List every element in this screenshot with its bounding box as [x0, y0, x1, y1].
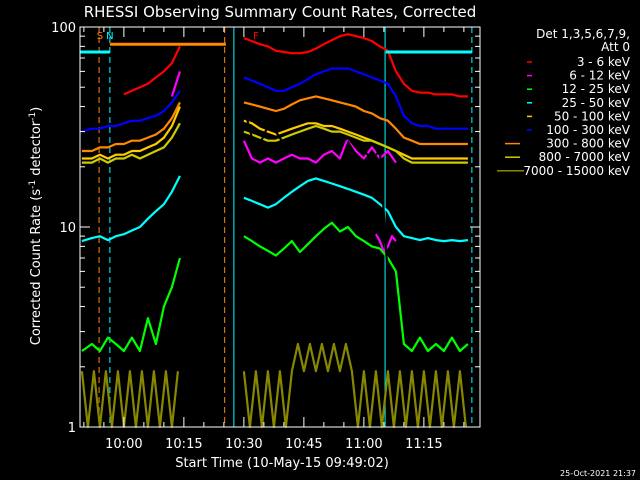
- series-8-seg-0: [80, 370, 179, 429]
- series-3-seg-1: [243, 177, 469, 243]
- y-axis-label-main: Corrected Count Rate (s: [29, 189, 44, 346]
- footer-timestamp: 25-Oct-2021 21:37: [560, 469, 636, 478]
- series-9-seg-1: [242, 106, 397, 297]
- series-6-seg-0: [81, 101, 181, 153]
- legend-entry-1: 6 - 12 keV: [569, 69, 631, 83]
- series-4-seg-0: [81, 106, 181, 160]
- y-axis-label-mid: detector: [29, 120, 44, 180]
- series-9-seg-0: [170, 282, 181, 303]
- x-axis-label: Start Time (10-May-15 09:49:02): [175, 456, 389, 471]
- series-1-seg-0: [170, 71, 181, 97]
- y-axis-label-sup1: -1: [28, 180, 38, 189]
- x-tick-label-3: 10:45: [285, 437, 322, 452]
- series-2-seg-1: [243, 221, 469, 353]
- series-4-seg-1: [243, 119, 468, 160]
- legend-entry-2: 12 - 25 keV: [562, 82, 631, 96]
- series-0-seg-1: [243, 33, 468, 98]
- x-tick-label-1: 10:15: [165, 437, 202, 452]
- series-8-seg-1: [242, 342, 467, 429]
- series-7-seg-0: [81, 122, 181, 164]
- x-tick-label-2: 10:30: [225, 437, 262, 452]
- y-tick-label-1: 10: [59, 221, 76, 236]
- series-0-seg-0: [123, 45, 181, 96]
- y-axis-label-end: ): [29, 107, 44, 112]
- flag-F: F: [253, 31, 259, 42]
- series-3-seg-0: [81, 175, 181, 243]
- y-axis-label-sup2: -1: [28, 112, 38, 121]
- legend-entry-7: 800 - 7000 keV: [539, 150, 631, 164]
- series-1-seg-1: [242, 136, 397, 164]
- series-6-seg-1: [243, 95, 468, 146]
- legend-entry-3: 25 - 50 keV: [562, 96, 631, 110]
- x-tick-label-5: 11:15: [405, 437, 442, 452]
- series-5-seg-0: [81, 90, 181, 133]
- x-tick-label-0: 10:00: [105, 437, 142, 452]
- legend-entry-0: 3 - 6 keV: [577, 55, 631, 69]
- series-2-seg-0: [81, 257, 181, 353]
- legend-header-2: Att 0: [601, 40, 630, 54]
- series-5-seg-1: [243, 67, 468, 130]
- y-axis-label: Corrected Count Rate (s-1 detector-1): [28, 107, 44, 345]
- flag-S: S: [97, 31, 103, 42]
- y-tick-label-0: 1: [68, 421, 76, 436]
- legend-entry-5: 100 - 300 keV: [546, 123, 630, 137]
- legend-entry-4: 50 - 100 keV: [554, 109, 631, 123]
- y-tick-label-2: 100: [51, 21, 76, 36]
- legend-header-1: Det 1,3,5,6,7,9,: [536, 27, 630, 41]
- chart-title: RHESSI Observing Summary Count Rates, Co…: [84, 3, 477, 21]
- x-tick-label-4: 11:00: [345, 437, 382, 452]
- legend-entry-6: 300 - 800 keV: [546, 137, 630, 151]
- axes: 1 10 100 10:00 10:15 10:30 10:45 11:00 11:15: [51, 21, 481, 452]
- flag-N: N: [106, 31, 113, 42]
- legend-entry-8: 7000 - 15000 keV: [523, 164, 630, 178]
